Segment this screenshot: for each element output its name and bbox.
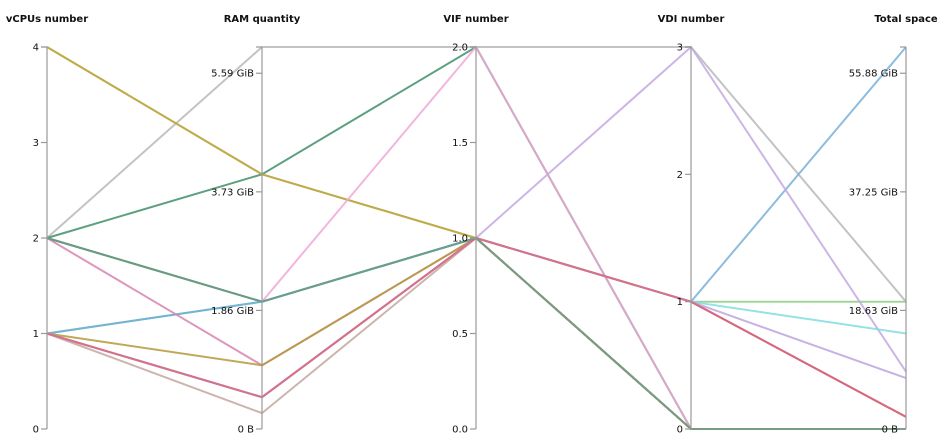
axis-title[interactable]: RAM quantity — [224, 14, 301, 25]
axis-title[interactable]: VDI number — [658, 14, 725, 25]
tick-label: 2 — [677, 170, 683, 181]
axis-title[interactable]: VIF number — [443, 14, 508, 25]
tick-label: 1.86 GiB — [211, 306, 254, 317]
tick-label: 2.0 — [452, 43, 468, 54]
tick-label: 18.63 GiB — [849, 306, 898, 317]
axes: vCPUs number 0 1 2 3 4 RAM quantity 0 B 1.86 GiB… — [6, 14, 938, 436]
tick-label: 1.5 — [452, 138, 468, 149]
tick-label: 1 — [33, 329, 39, 340]
axis: Total space 0 B 18.63 GiB 37.25 GiB 55.88 Gi… — [849, 14, 938, 436]
tick-label: 0 B — [882, 425, 899, 436]
tick-label: 1 — [677, 297, 683, 308]
axis: VIF number 0.0 0.5 1.0 1.5 2.0 — [443, 14, 508, 436]
tick-label: 5.59 GiB — [211, 69, 254, 80]
tick-label: 0.0 — [452, 425, 468, 436]
tick-label: 3 — [677, 43, 683, 54]
tick-label: 2 — [33, 234, 39, 245]
axis: RAM quantity 0 B 1.86 GiB 3.73 GiB 5.59 GiB — [211, 14, 301, 436]
axis-title[interactable]: Total space — [874, 14, 938, 25]
tick-label: 37.25 GiB — [849, 187, 898, 198]
tick-label: 1.0 — [452, 234, 468, 245]
axis: vCPUs number 0 1 2 3 4 — [6, 14, 88, 436]
tick-label: 0 — [33, 425, 39, 436]
tick-label: 3 — [33, 138, 39, 149]
tick-label: 4 — [33, 43, 39, 54]
axis: VDI number 0 1 2 3 — [658, 14, 725, 436]
tick-label: 0.5 — [452, 329, 468, 340]
tick-label: 0 — [677, 425, 683, 436]
axis-title[interactable]: vCPUs number — [6, 14, 88, 25]
tick-label: 3.73 GiB — [211, 187, 254, 198]
tick-label: 55.88 GiB — [849, 69, 898, 80]
tick-label: 0 B — [238, 425, 255, 436]
